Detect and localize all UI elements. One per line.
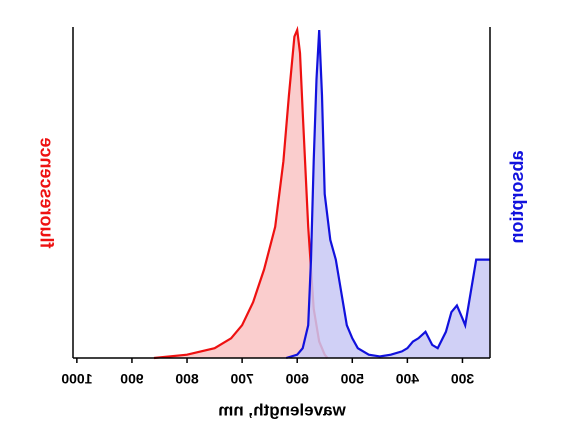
x-tick-label: 500 (340, 371, 364, 387)
x-tick-label: 700 (230, 371, 254, 387)
x-tick-label: 800 (175, 371, 199, 387)
x-tick-label: 600 (285, 371, 309, 387)
y-axis-title: fluorescence (36, 137, 56, 248)
x-tick-label: 1000 (61, 371, 92, 387)
y2-axis-title: absorption (507, 151, 527, 244)
area (286, 30, 490, 358)
x-tick-label: 900 (120, 371, 144, 387)
x-tick-label: 300 (451, 371, 475, 387)
line (285, 29, 490, 360)
area (153, 30, 328, 358)
x-axis-title: wavelength, nm (218, 400, 347, 419)
x-tick-label: 400 (395, 371, 419, 387)
